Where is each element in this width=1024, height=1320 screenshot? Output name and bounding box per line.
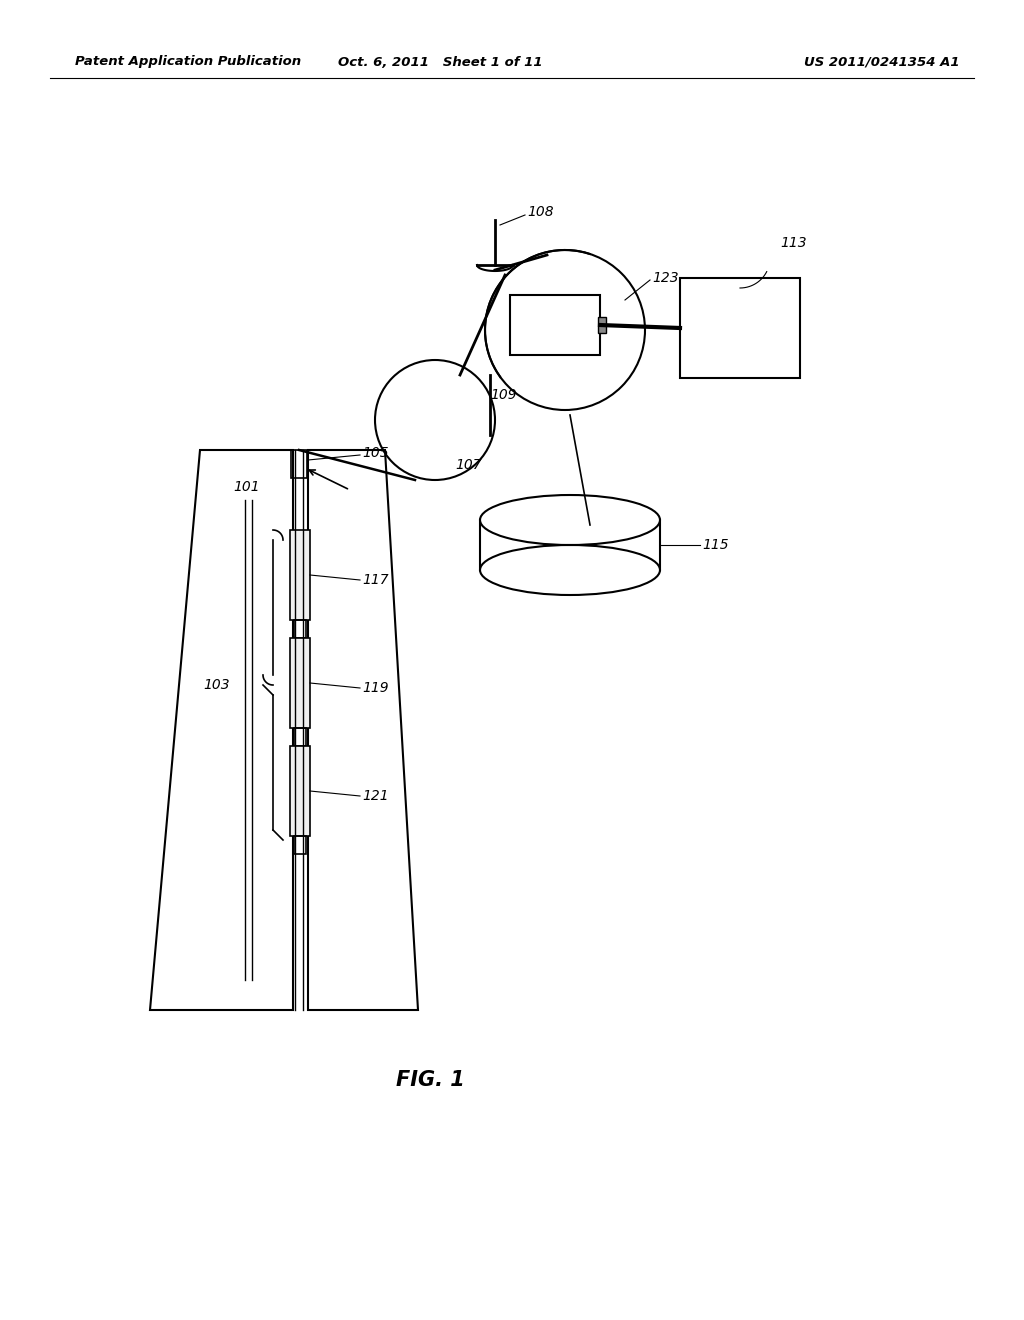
Text: 121: 121 <box>362 789 389 803</box>
Text: 109: 109 <box>490 388 517 403</box>
Text: 108: 108 <box>527 205 554 219</box>
Text: US 2011/0241354 A1: US 2011/0241354 A1 <box>805 55 961 69</box>
Bar <box>510 294 600 355</box>
Text: Patent Application Publication: Patent Application Publication <box>75 55 301 69</box>
Text: 113: 113 <box>780 236 807 249</box>
Bar <box>290 746 310 836</box>
Text: 115: 115 <box>702 539 729 552</box>
Text: 105: 105 <box>362 446 389 459</box>
Text: 101: 101 <box>233 480 260 494</box>
Text: 119: 119 <box>362 681 389 696</box>
Text: Oct. 6, 2011   Sheet 1 of 11: Oct. 6, 2011 Sheet 1 of 11 <box>338 55 543 69</box>
Text: 123: 123 <box>652 271 679 285</box>
Bar <box>598 317 606 333</box>
Text: 103: 103 <box>204 678 230 692</box>
Text: 117: 117 <box>362 573 389 587</box>
Text: FIG. 1: FIG. 1 <box>395 1071 464 1090</box>
Bar <box>291 450 307 478</box>
Bar <box>290 531 310 620</box>
Bar <box>294 729 306 746</box>
Bar <box>294 836 306 854</box>
Bar <box>680 279 800 378</box>
Text: 107: 107 <box>455 458 481 473</box>
Bar <box>294 620 306 638</box>
Bar <box>290 638 310 729</box>
